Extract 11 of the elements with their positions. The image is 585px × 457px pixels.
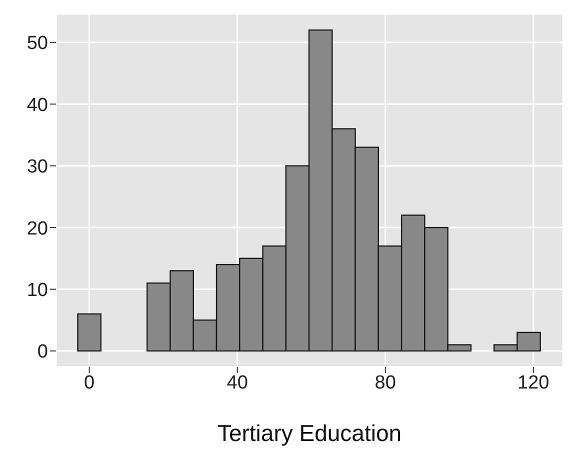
y-tick-label: 50 xyxy=(26,33,48,54)
x-tick-label: 0 xyxy=(84,372,95,394)
x-tick-label: 120 xyxy=(518,372,550,394)
x-tick-label: 40 xyxy=(226,372,248,394)
y-tick-label: 10 xyxy=(26,280,48,301)
y-tick-label: 40 xyxy=(26,94,48,116)
x-tick-label: 80 xyxy=(374,372,396,394)
y-tick-label: 20 xyxy=(26,218,48,240)
y-tick-label: 30 xyxy=(26,156,48,178)
y-tick-label: 0 xyxy=(37,342,48,363)
x-axis-title: Tertiary Education xyxy=(217,420,402,446)
